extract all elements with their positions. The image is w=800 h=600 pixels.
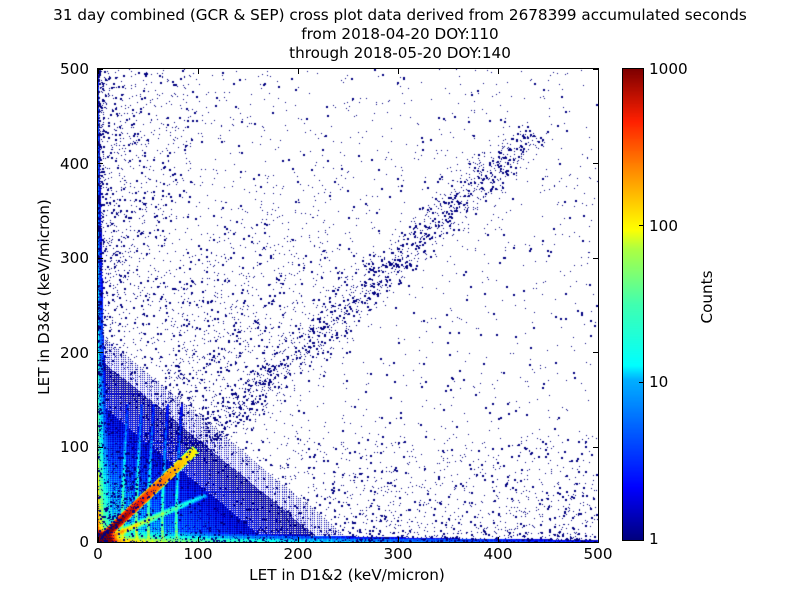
x-tick-label: 400	[483, 545, 513, 563]
title-line-2: from 2018-04-20 DOY:110	[301, 25, 499, 43]
y-tick-mark	[593, 163, 598, 165]
y-tick-mark	[593, 541, 598, 543]
colorbar-tick-mark	[639, 381, 644, 383]
x-tick-mark	[197, 69, 199, 74]
x-tick-mark	[97, 537, 99, 542]
colorbar-tick-label: 10	[649, 373, 669, 392]
x-tick-label: 300	[383, 545, 413, 563]
colorbar-tick-label: 1	[649, 530, 659, 548]
y-tick-mark	[98, 352, 103, 354]
x-tick-label: 200	[283, 545, 313, 563]
y-tick-mark	[98, 446, 103, 448]
x-tick-mark	[397, 537, 399, 542]
colorbar-tick-label: 100	[649, 216, 678, 235]
colorbar-gradient	[623, 69, 643, 540]
y-tick-mark	[593, 446, 598, 448]
colorbar-tick-mark	[639, 225, 644, 227]
x-tick-label: 500	[583, 545, 613, 563]
y-tick-label: 0	[79, 533, 89, 551]
x-tick-mark	[497, 69, 499, 74]
colorbar-frame	[622, 68, 644, 541]
y-tick-mark	[98, 541, 103, 543]
y-tick-mark	[593, 352, 598, 354]
colorbar[interactable]: 1 10 100 1000	[622, 60, 688, 548]
title-line-3: through 2018-05-20 DOY:140	[289, 44, 511, 62]
plot-axes[interactable]	[97, 68, 599, 543]
colorbar-label: Counts	[698, 270, 716, 324]
y-tick-mark	[98, 68, 103, 70]
y-tick-mark	[98, 257, 103, 259]
x-tick-mark	[497, 537, 499, 542]
y-tick-label: 500	[60, 60, 89, 78]
title-line-1: 31 day combined (GCR & SEP) cross plot d…	[53, 6, 747, 24]
density-scatter-plot	[98, 69, 598, 542]
y-tick-mark	[98, 163, 103, 165]
x-tick-mark	[197, 537, 199, 542]
colorbar-tick-label: 1000	[649, 60, 688, 78]
x-tick-mark	[97, 69, 99, 74]
x-axis-label: LET in D1&2 (keV/micron)	[249, 566, 445, 584]
y-tick-label: 100	[60, 438, 89, 457]
x-tick-mark	[297, 69, 299, 74]
x-tick-label: 0	[93, 545, 103, 563]
plot-title: 31 day combined (GCR & SEP) cross plot d…	[0, 6, 800, 63]
x-tick-mark	[597, 69, 599, 74]
x-tick-mark	[597, 537, 599, 542]
y-axis-label: LET in D3&4 (keV/micron)	[35, 199, 53, 395]
y-tick-label: 200	[60, 343, 89, 362]
y-tick-mark	[593, 68, 598, 70]
y-tick-label: 400	[60, 154, 89, 173]
x-tick-mark	[297, 537, 299, 542]
x-tick-mark	[397, 69, 399, 74]
y-tick-label: 300	[60, 249, 89, 268]
y-tick-mark	[593, 257, 598, 259]
x-tick-label: 100	[183, 545, 213, 563]
